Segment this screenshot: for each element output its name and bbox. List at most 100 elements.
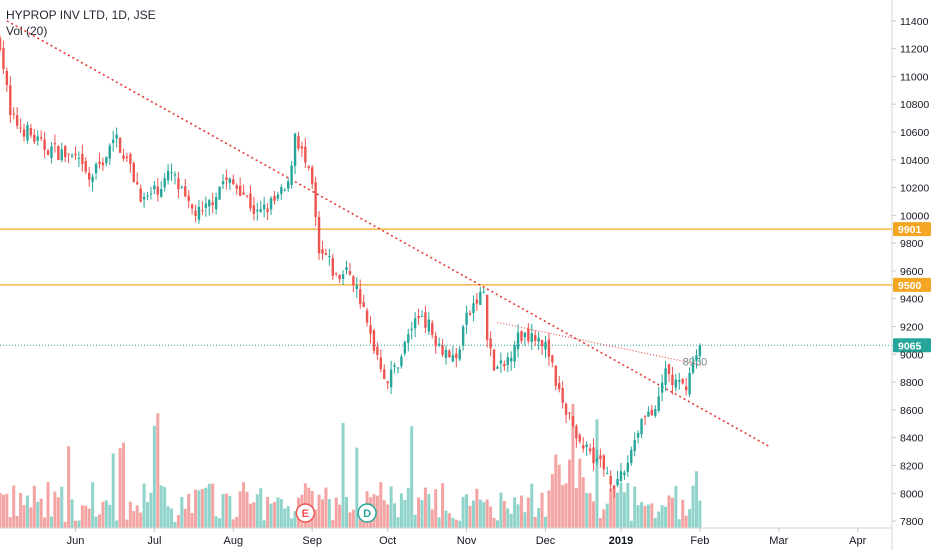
volume-bar (561, 484, 565, 528)
time-tick-label: Mar (769, 535, 788, 547)
volume-bar (156, 413, 160, 528)
volume-bar (519, 495, 523, 528)
candle-body (568, 412, 571, 414)
candle-body (146, 195, 149, 197)
price-tick-label: 11400 (900, 16, 929, 28)
candle-body (472, 303, 475, 314)
candle-body (221, 181, 225, 185)
candle-body (633, 440, 636, 451)
candle-body (389, 369, 393, 388)
horizontal-levels (0, 228, 892, 346)
volume-bar (139, 512, 143, 528)
trendline-secondary (497, 321, 704, 366)
volume-bar (70, 499, 74, 528)
volume-bar (427, 494, 431, 528)
volume-bar (485, 499, 489, 528)
candle-body (650, 409, 654, 416)
candle-body (290, 165, 293, 186)
candle-body (63, 146, 67, 158)
volume-bar (434, 489, 438, 528)
volume-bar (640, 502, 644, 528)
candle-body (616, 478, 619, 486)
volume-bar (259, 488, 263, 528)
candle-body (94, 164, 98, 174)
candle-body (647, 411, 650, 417)
candle-body (355, 285, 358, 289)
volume-bar (393, 503, 397, 528)
candle-body (407, 334, 410, 343)
candle-body (636, 432, 640, 438)
volume-bar (276, 497, 280, 528)
chart-legend: HYPROP INV LTD, 1D, JSE Vol (20) (6, 7, 156, 39)
volume-bar (87, 508, 91, 528)
volume-bar (200, 489, 204, 528)
volume-bar (46, 482, 50, 528)
volume-bar (228, 496, 232, 528)
candle-body (19, 127, 22, 129)
volume-bar (629, 520, 633, 528)
candle-body (190, 204, 194, 209)
event-marker-e (295, 503, 316, 523)
candle-body (671, 374, 674, 386)
candle-body (691, 363, 695, 373)
volume-bar (331, 520, 335, 528)
event-marker-d (357, 503, 377, 523)
volume-bar (149, 492, 153, 528)
volume-bar (108, 504, 112, 528)
candle-body (657, 396, 660, 411)
volume-bar (176, 515, 180, 528)
candle-body (506, 357, 509, 366)
candle-body (383, 369, 386, 380)
candle-body (180, 187, 184, 189)
candle-body (22, 129, 26, 137)
volume-bar (622, 492, 626, 528)
candle-body (112, 139, 115, 143)
volume-bar (516, 504, 520, 528)
price-tick-label: 7800 (900, 516, 924, 528)
time-tick-label: Apr (849, 535, 866, 547)
candle-body (57, 145, 60, 161)
candle-body (307, 166, 310, 168)
volume-bars (0, 403, 702, 528)
candle-body (149, 193, 153, 195)
volume-bar (492, 518, 496, 528)
volume-bar (142, 483, 146, 528)
candle-body (540, 339, 544, 346)
candle-body (139, 188, 142, 202)
price-level-label: 9500 (898, 280, 922, 292)
time-tick-label: Jun (67, 535, 85, 547)
volume-bar (80, 505, 84, 528)
volume-bar (159, 485, 163, 528)
candle-body (173, 174, 177, 176)
candle-body (585, 444, 588, 448)
candle-body (2, 47, 5, 69)
volume-bar (616, 492, 620, 528)
volume-bar (609, 488, 613, 528)
price-tick-label: 10600 (900, 127, 929, 139)
candle-body (29, 127, 33, 136)
price-tick-label: 8600 (900, 405, 924, 417)
candle-body (228, 178, 232, 183)
price-tick-label: 11000 (900, 71, 929, 83)
candle-body (362, 302, 365, 308)
candle-body (558, 383, 561, 390)
volume-bar (77, 520, 81, 528)
candle-body (142, 196, 146, 200)
price-tick-label: 9400 (900, 294, 924, 306)
volume-bar (320, 499, 324, 528)
candle-body (166, 170, 170, 181)
candle-body (575, 426, 578, 439)
candle-body (359, 289, 362, 305)
volume-bar (471, 500, 475, 528)
candle-body (197, 206, 201, 220)
volume-bar (266, 496, 270, 528)
time-tick-label: Dec (536, 535, 556, 547)
candle-body (465, 312, 468, 325)
candle-body (400, 356, 403, 367)
candle-body (492, 349, 496, 371)
volume-bar (430, 509, 434, 528)
candle-body (352, 276, 355, 285)
candle-body (160, 188, 163, 197)
candle-body (475, 299, 479, 304)
